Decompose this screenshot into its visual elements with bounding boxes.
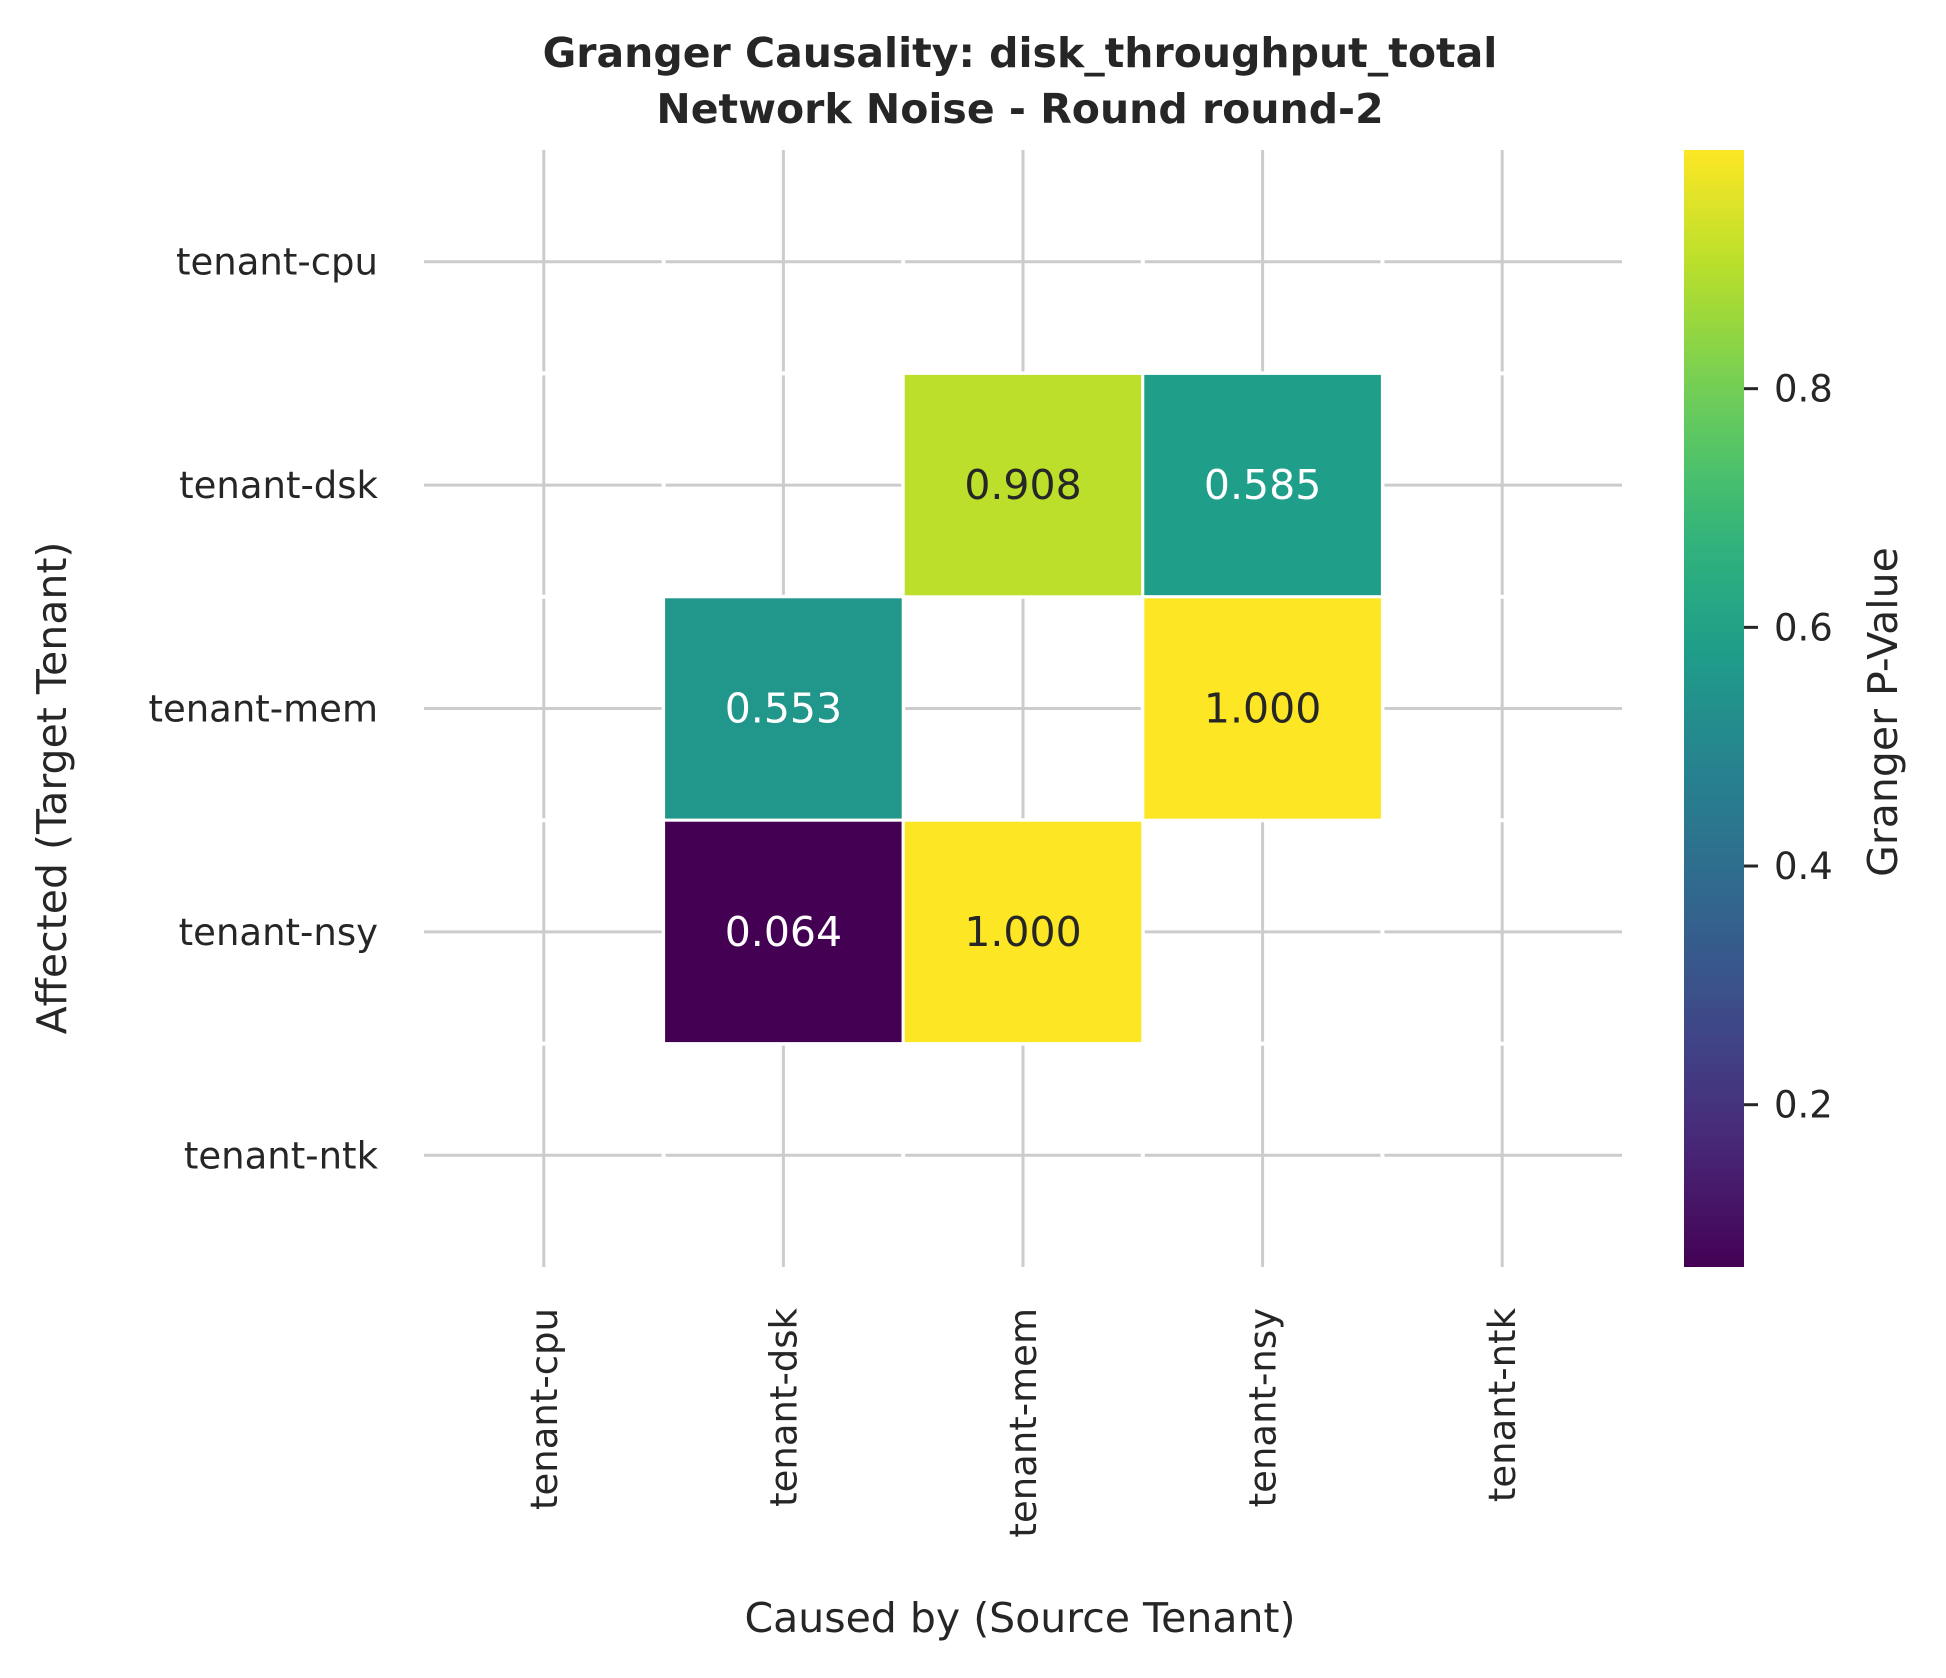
chart-subtitle: Network Noise - Round round-2 <box>656 85 1383 133</box>
heatmap-cell <box>901 371 1145 599</box>
cell-value-label: 0.064 <box>725 908 842 956</box>
y-tick-label: tenant-ntk <box>184 1134 379 1177</box>
y-tick-labels: tenant-cpu tenant-dsk tenant-mem tenant-nsy… <box>148 241 378 1178</box>
y-axis-label: Affected (Target Tenant) <box>28 542 76 1035</box>
chart-title: Granger Causality: disk_throughput_total <box>543 29 1498 77</box>
colorbar: 0.2 0.4 0.6 0.8 <box>1684 150 1833 1267</box>
colorbar-tick-label: 0.4 <box>1774 845 1833 888</box>
heatmap-cell <box>901 818 1145 1046</box>
x-tick-label: tenant-cpu <box>523 1308 566 1510</box>
heatmap-cells: 0.908 0.585 0.553 1.000 0.064 1.000 <box>662 371 1384 1046</box>
x-tick-label: tenant-ntk <box>1481 1307 1524 1502</box>
colorbar-tick-label: 0.2 <box>1774 1084 1833 1127</box>
x-tick-labels: tenant-cpu tenant-dsk tenant-mem tenant-nsy… <box>523 1307 1524 1537</box>
heatmap-cell <box>1141 371 1384 599</box>
colorbar-tick-label: 0.6 <box>1774 606 1833 649</box>
x-tick-label: tenant-dsk <box>762 1307 805 1506</box>
y-tick-label: tenant-mem <box>148 688 378 731</box>
cell-value-label: 1.000 <box>1204 685 1321 733</box>
y-tick-label: tenant-nsy <box>179 911 378 954</box>
cell-value-label: 0.553 <box>725 685 842 733</box>
heatmap-cell <box>1141 595 1384 822</box>
cell-value-label: 0.585 <box>1204 461 1321 509</box>
colorbar-gradient <box>1684 150 1744 1267</box>
grid-lines <box>424 150 1622 1267</box>
colorbar-label: Granger P-Value <box>1859 547 1907 877</box>
heatmap-cell <box>662 595 905 822</box>
x-tick-label: tenant-nsy <box>1242 1308 1285 1507</box>
colorbar-tick-label: 0.8 <box>1774 368 1833 411</box>
cell-value-label: 1.000 <box>964 908 1081 956</box>
heatmap-cell <box>662 818 905 1046</box>
y-tick-label: tenant-dsk <box>179 464 378 507</box>
cell-value-label: 0.908 <box>964 461 1081 509</box>
x-axis-label: Caused by (Source Tenant) <box>744 1594 1295 1642</box>
x-tick-label: tenant-mem <box>1002 1308 1045 1538</box>
y-tick-label: tenant-cpu <box>176 241 378 284</box>
